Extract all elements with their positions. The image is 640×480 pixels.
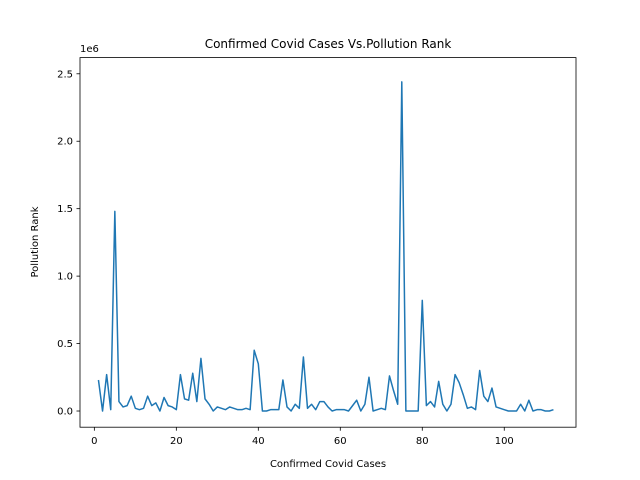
x-tick-label: 100 — [495, 436, 514, 447]
y-offset-label: 1e6 — [80, 44, 99, 55]
x-axis-ticks: 0 20 40 60 80 100 — [91, 427, 514, 447]
chart-title: Confirmed Covid Cases Vs.Pollution Rank — [205, 37, 452, 51]
x-axis-label: Confirmed Covid Cases — [270, 459, 386, 470]
y-tick-label: 2.5 — [57, 69, 73, 80]
y-tick-label: 0.5 — [57, 339, 73, 350]
y-tick-label: 0.0 — [57, 407, 73, 418]
x-tick-label: 0 — [91, 436, 97, 447]
x-tick-label: 60 — [334, 436, 347, 447]
x-tick-label: 80 — [416, 436, 429, 447]
series-line — [97, 81, 554, 412]
y-axis-label: Pollution Rank — [30, 206, 41, 277]
axes-frame — [79, 57, 577, 428]
plot-area — [97, 81, 554, 412]
x-tick-label: 20 — [170, 436, 183, 447]
y-tick-label: 1.5 — [57, 204, 73, 215]
y-axis-ticks: 0.0 0.5 1.0 1.5 2.0 2.5 — [57, 69, 80, 418]
y-tick-label: 2.0 — [57, 137, 73, 148]
x-tick-label: 40 — [252, 436, 265, 447]
y-tick-label: 1.0 — [57, 272, 73, 283]
